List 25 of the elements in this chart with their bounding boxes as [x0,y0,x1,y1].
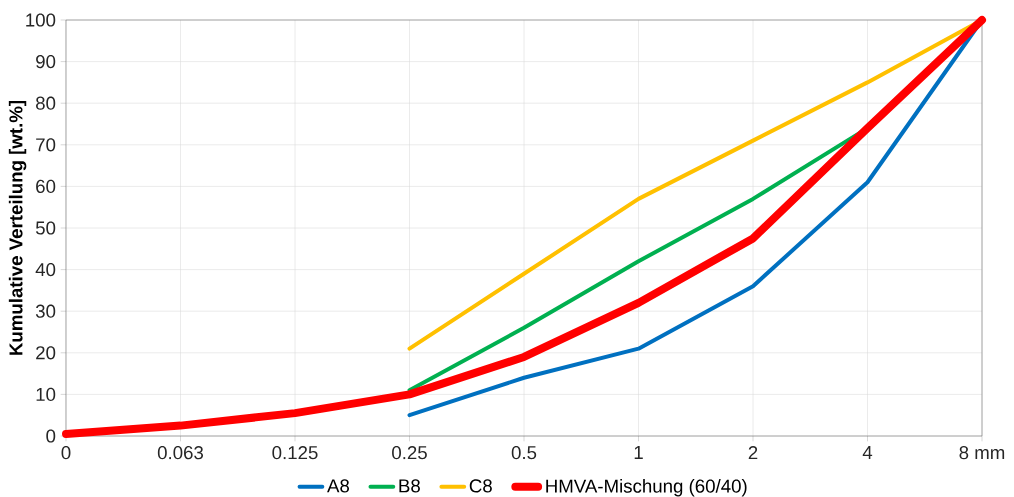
y-tick-label: 90 [36,54,56,69]
x-tick-label: 0.063 [157,446,204,460]
y-tick-label: 30 [35,304,56,318]
x-tick-label: 4 [862,446,873,459]
legend-label: HMVA-Mischung (60/40) [546,479,747,497]
y-tick-label: 70 [36,138,56,152]
y-tick-label: 10 [36,387,56,402]
y-tick-label: 0 [46,429,56,443]
y-tick-label: 60 [36,179,56,194]
y-tick-label: 20 [36,346,56,360]
x-tick-label: 0.5 [511,446,537,460]
x-tick-label: 0 [61,446,71,460]
x-tick-label: 1 [634,446,643,459]
y-tick-label: 100 [26,13,56,27]
legend-label: C8 [469,479,492,493]
x-tick-label: 0.125 [272,446,318,460]
y-tick-label: 50 [35,221,56,235]
legend-label: B8 [399,479,420,493]
x-tick-label: 0.25 [392,446,427,460]
x-tick-label: 8 mm [959,446,1005,460]
y-tick-label: 80 [36,96,56,110]
legend-label: A8 [327,479,350,493]
y-axis-title: Kumulative Verteilung [wt.%] [8,100,27,355]
x-tick-label: 2 [748,446,758,460]
y-tick-label: 40 [35,262,56,277]
